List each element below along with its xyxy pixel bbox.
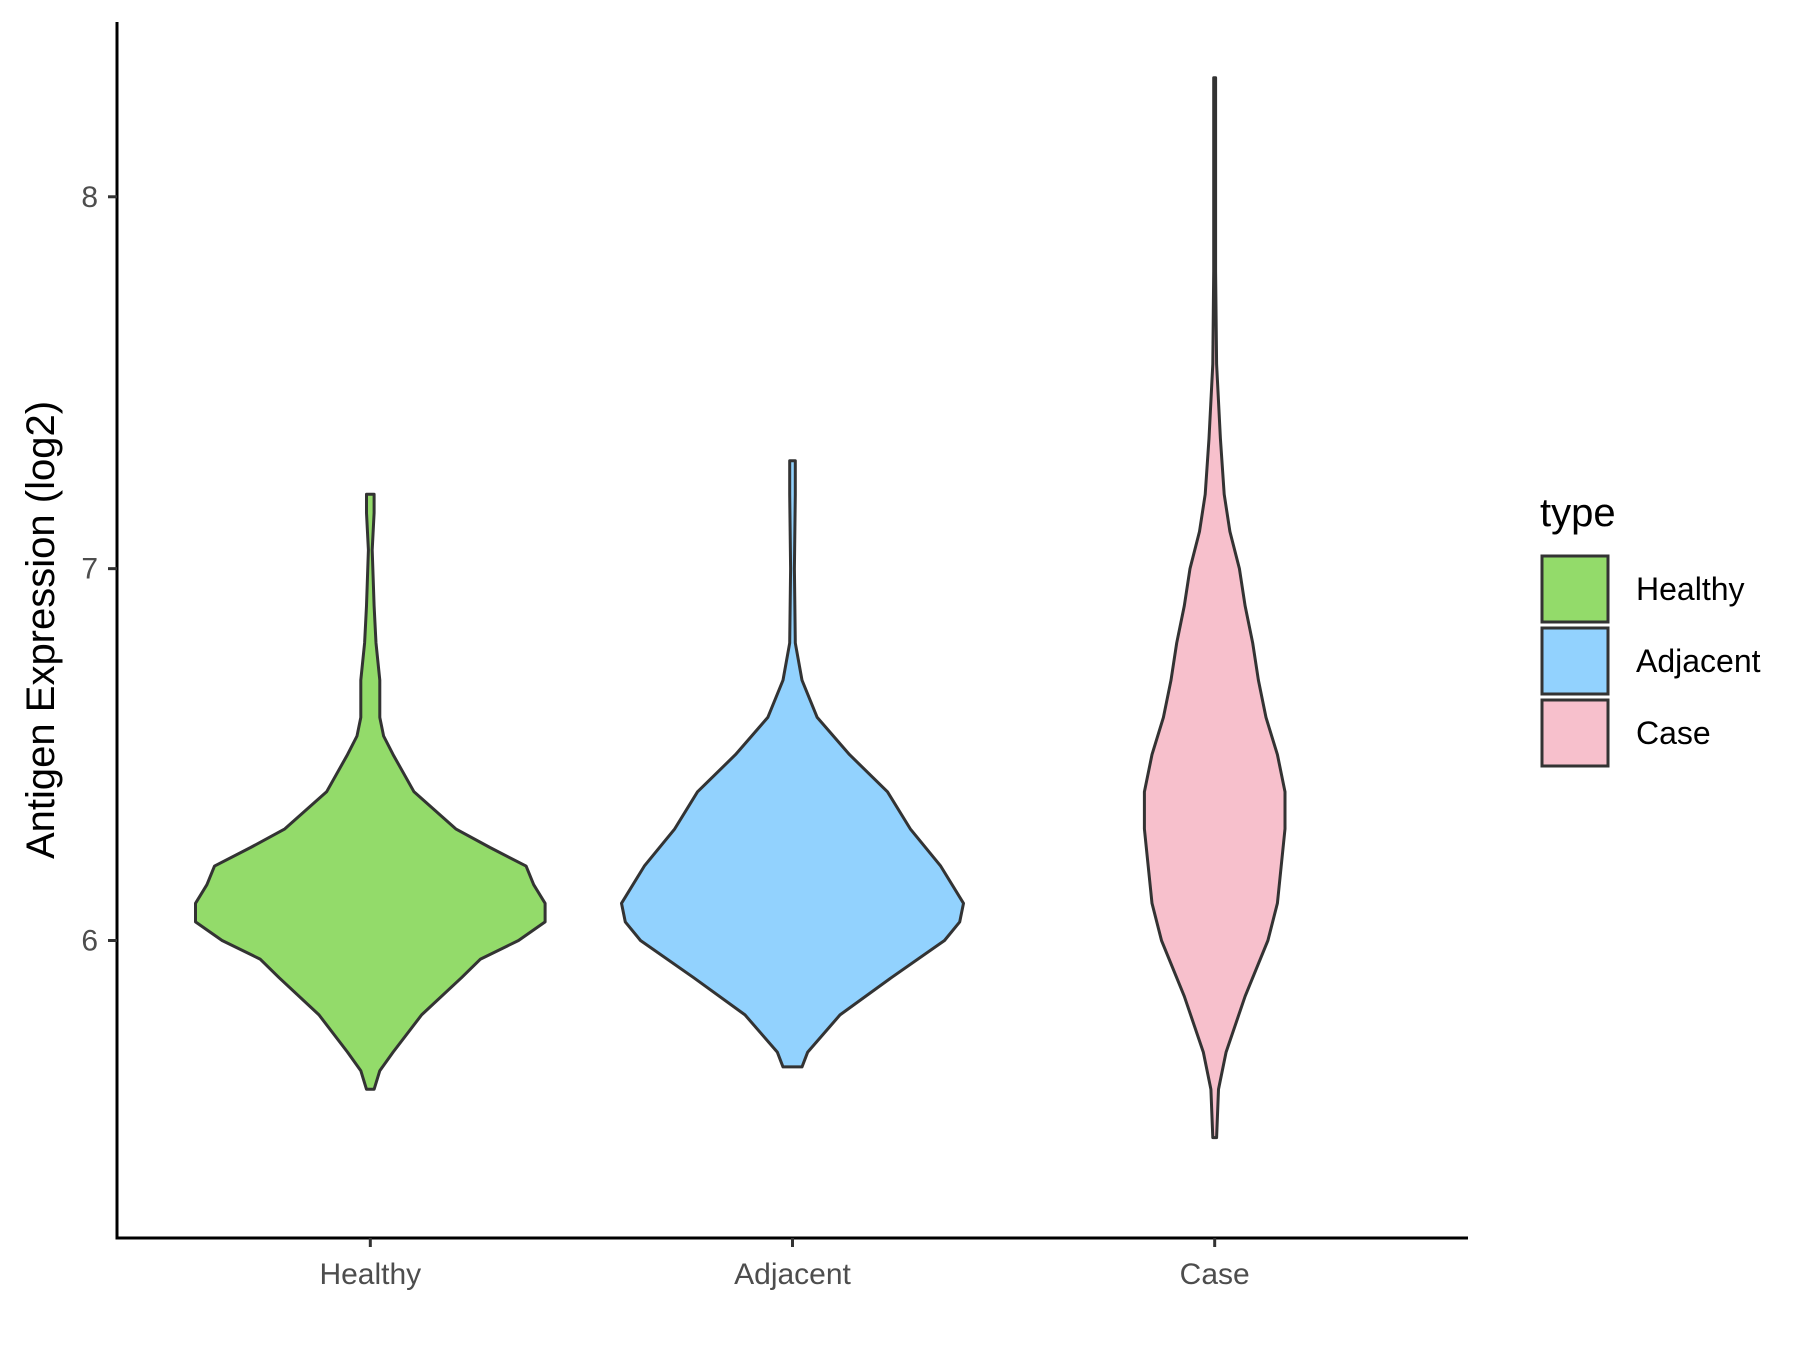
x-ticks: Healthy Adjacent Case bbox=[319, 1238, 1250, 1291]
y-tick-label: 7 bbox=[81, 553, 98, 586]
y-axis-title: Antigen Expression (log2) bbox=[19, 401, 63, 859]
x-tick-label: Healthy bbox=[319, 1258, 421, 1291]
legend: type Healthy Adjacent Case bbox=[1540, 491, 1761, 768]
y-tick-label: 6 bbox=[81, 925, 98, 958]
y-ticks: 6 7 8 bbox=[81, 181, 117, 958]
y-tick-label: 8 bbox=[81, 181, 98, 214]
x-tick-label: Case bbox=[1180, 1258, 1250, 1291]
legend-label-case: Case bbox=[1636, 715, 1711, 751]
legend-key-healthy bbox=[1540, 554, 1610, 624]
x-tick-label: Adjacent bbox=[734, 1258, 851, 1291]
legend-label-healthy: Healthy bbox=[1636, 571, 1745, 607]
violins bbox=[194, 76, 1287, 1140]
violin-adjacent bbox=[620, 459, 965, 1069]
legend-label-adjacent: Adjacent bbox=[1636, 643, 1761, 679]
legend-title: type bbox=[1540, 491, 1616, 535]
violin-case bbox=[1142, 76, 1287, 1140]
legend-key-adjacent bbox=[1540, 626, 1610, 696]
violin-healthy bbox=[194, 492, 547, 1091]
legend-key-case bbox=[1540, 698, 1610, 768]
